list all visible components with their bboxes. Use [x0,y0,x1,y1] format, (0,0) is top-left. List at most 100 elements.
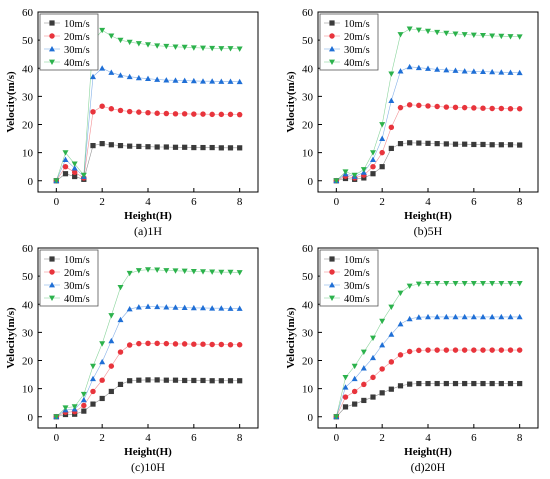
data-point [388,97,395,103]
data-point [507,69,514,75]
data-point [172,111,179,117]
data-point [388,71,395,77]
data-point [209,78,216,84]
data-point [370,335,376,341]
data-point [236,270,243,276]
data-point [443,30,450,37]
data-point [163,377,169,383]
data-point [397,352,404,358]
y-tick-label: 60 [302,7,314,19]
y-tick-label: 60 [22,7,34,19]
data-point [236,111,243,118]
x-tick-label: 8 [517,432,523,444]
data-point [227,46,234,52]
y-tick-label: 20 [302,356,314,368]
data-point [471,347,477,353]
y-tick-label: 30 [22,91,34,103]
data-point [379,135,386,141]
data-point [379,342,386,348]
data-point [218,269,225,276]
legend-label: 40m/s [64,58,90,69]
data-point [351,375,358,382]
x-tick-label: 4 [145,432,151,444]
legend: 10m/s 20m/s 30m/s 40m/s [39,249,99,307]
x-axis-label: Height(H) [124,446,172,458]
y-tick-label: 40 [22,63,34,75]
data-point [388,386,394,392]
data-point [480,68,486,75]
y-tick-label: 60 [302,243,314,255]
data-point [498,33,505,40]
data-point [342,374,349,381]
data-point [99,65,106,71]
data-point [200,304,206,311]
data-point [379,390,385,396]
data-point [200,341,206,347]
data-point [425,281,431,287]
legend-marker [329,269,335,275]
legend-marker [329,20,335,26]
data-point [388,331,395,337]
data-point [81,402,87,409]
x-axis-label: Height(H) [124,210,172,222]
y-tick-label: 40 [302,63,314,75]
data-point [99,358,106,365]
legend-label: 20m/s [344,268,370,279]
legend-marker [49,33,55,39]
y-tick-label: 10 [22,148,34,160]
panel-caption: (b)5H [414,224,443,238]
legend-marker [49,46,55,52]
data-point [218,111,225,118]
data-point [136,109,142,115]
y-axis-label: Velocity(m/s) [5,71,17,133]
data-point [218,305,225,311]
data-point [425,347,431,353]
data-point [416,347,422,354]
data-point [108,388,114,395]
data-point [90,142,96,149]
data-point [236,342,243,348]
data-point [209,45,216,52]
x-tick-label: 8 [237,196,243,208]
y-tick-label: 20 [22,356,34,368]
data-point [209,269,216,275]
data-point [135,74,142,81]
data-point [145,303,151,309]
data-point [209,144,215,151]
data-point [227,111,234,118]
data-point [452,141,459,147]
data-point [498,347,505,353]
legend-label: 30m/s [344,45,370,56]
data-point [370,171,376,177]
data-point [480,281,486,287]
y-tick-label: 40 [302,299,314,311]
data-point [154,144,160,150]
data-point [99,395,105,402]
data-point [516,69,523,76]
x-tick-label: 0 [54,432,60,444]
chart-panel-3: 0 10 20 30 40 50 60 0 2 4 6 8 Height(H) Velocity(m/s)… [5,243,259,474]
data-point [135,41,142,47]
data-point [126,342,133,348]
y-axis-label: Velocity(m/s) [5,307,17,369]
data-point [126,39,133,46]
data-point [471,380,477,387]
y-tick-label: 50 [22,271,34,283]
data-point [218,341,225,348]
data-point [507,281,514,287]
legend-marker [329,282,335,288]
data-point [406,63,413,70]
data-point [200,377,206,384]
data-point [443,380,449,387]
legend-marker [49,59,55,65]
legend-label: 10m/s [64,19,90,30]
data-point [388,359,395,365]
legend-label: 20m/s [64,268,90,279]
data-point [370,163,376,170]
data-point [443,347,450,353]
data-point [361,397,367,404]
data-point [498,105,505,112]
data-point [53,414,60,420]
legend-label: 10m/s [344,255,370,266]
